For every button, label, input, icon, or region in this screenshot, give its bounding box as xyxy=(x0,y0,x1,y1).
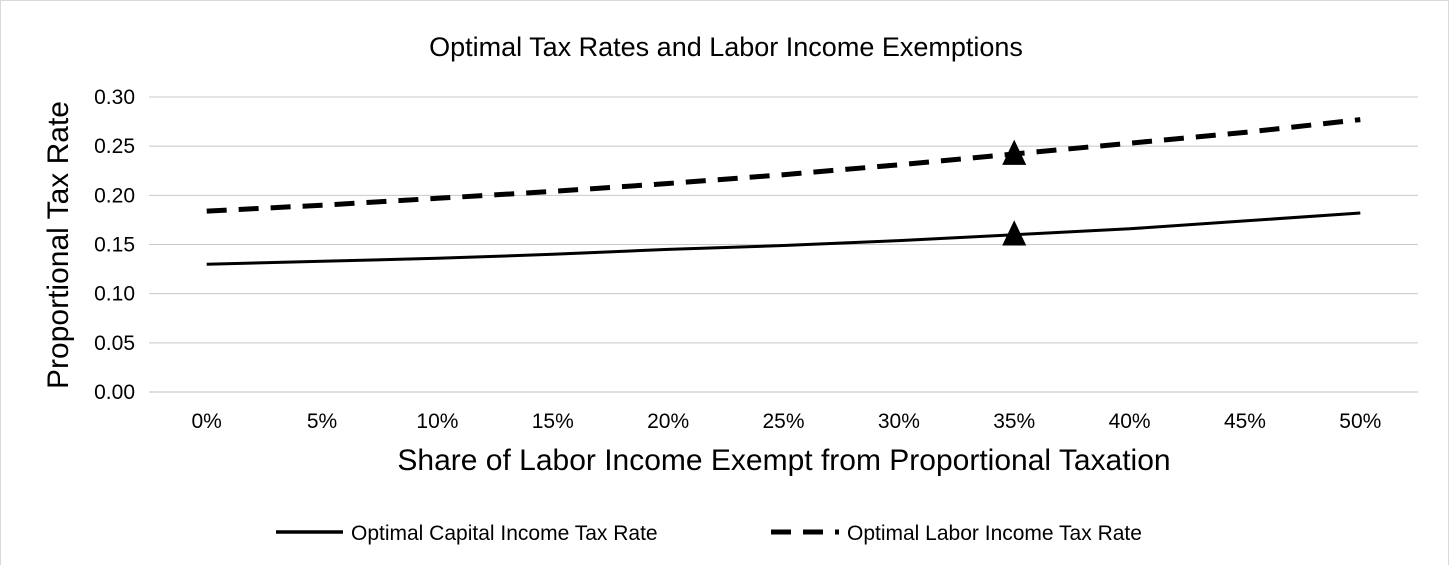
x-tick-label: 45% xyxy=(1224,410,1266,433)
gridlines xyxy=(149,96,1418,393)
capital-tax-marker-triangle xyxy=(1002,220,1027,246)
y-tick-label: 0.05 xyxy=(94,332,135,355)
x-tick-label: 5% xyxy=(307,410,337,433)
capital-tax-rate-line xyxy=(206,211,1361,266)
legend: Optimal Capital Income Tax Rate Optimal L… xyxy=(276,522,1142,545)
series-lines xyxy=(206,117,1361,266)
y-tick-label: 0.20 xyxy=(94,184,135,207)
y-tick-label: 0.00 xyxy=(94,381,135,404)
y-tick-label: 0.10 xyxy=(94,283,135,306)
y-tick-label: 0.15 xyxy=(94,234,135,257)
x-axis-title: Share of Labor Income Exempt from Propor… xyxy=(397,444,1170,477)
x-tick-label: 30% xyxy=(878,410,920,433)
y-tick-label: 0.25 xyxy=(94,135,135,158)
x-tick-label: 35% xyxy=(993,410,1035,433)
x-tick-label: 50% xyxy=(1339,410,1381,433)
x-tick-label: 20% xyxy=(647,410,689,433)
legend-capital-label: Optimal Capital Income Tax Rate xyxy=(351,522,658,545)
legend-labor-label: Optimal Labor Income Tax Rate xyxy=(847,522,1142,545)
chart-title: Optimal Tax Rates and Labor Income Exemp… xyxy=(429,32,1023,62)
x-tick-label: 40% xyxy=(1109,410,1151,433)
x-tick-label: 25% xyxy=(762,410,804,433)
x-tick-label: 10% xyxy=(416,410,458,433)
labor-tax-marker-triangle xyxy=(1002,139,1027,165)
y-tick-labels: 0.00 0.05 0.10 0.15 0.20 0.25 0.30 xyxy=(94,86,135,404)
x-tick-label: 0% xyxy=(192,410,222,433)
labor-tax-rate-line xyxy=(206,117,1361,214)
y-tick-label: 0.30 xyxy=(94,86,135,109)
series-markers xyxy=(1002,139,1027,246)
y-axis-title: Proportional Tax Rate xyxy=(42,101,75,389)
x-tick-label: 15% xyxy=(532,410,574,433)
x-tick-labels: 0% 5% 10% 15% 20% 25% 30% 35% 40% 45% 50% xyxy=(192,410,1382,433)
